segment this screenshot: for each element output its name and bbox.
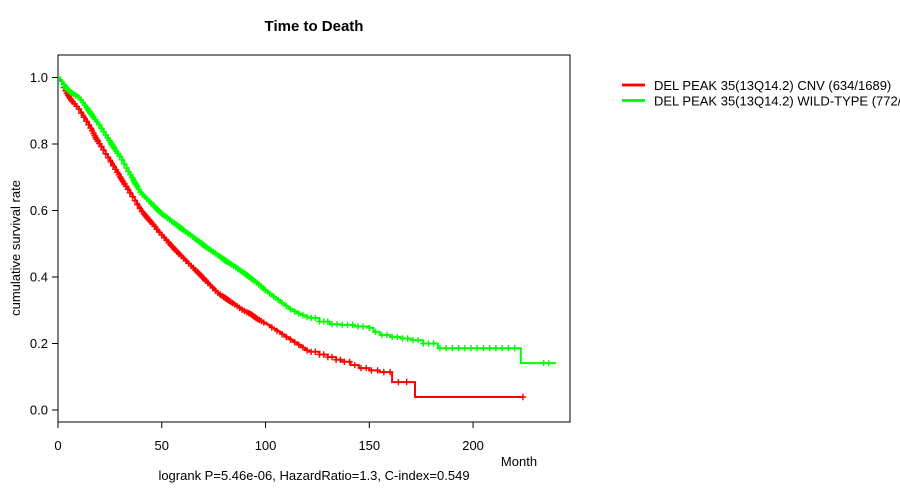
legend-label-cnv: DEL PEAK 35(13Q14.2) CNV (634/1689) [654,78,891,93]
survival-curves [58,76,557,401]
legend-line-cnv [622,83,645,87]
y-tick-label: 0.8 [30,137,48,152]
chart-title: Time to Death [265,18,364,35]
x-tick-label: 50 [155,438,169,453]
y-axis-label: cumulative survival rate [8,180,23,316]
y-tick-label: 0.6 [30,203,48,218]
wildtype-survival-curve [58,76,557,365]
y-tick-label: 1.0 [30,70,48,85]
axis-ticks: 0 50 100 150 200 1.0 0.8 0.6 0.4 0.2 0.0 [30,70,484,453]
plot-box [57,54,571,423]
y-tick-label: 0.0 [30,403,48,418]
y-tick-label: 0.4 [30,270,48,285]
y-tick-label: 0.2 [30,336,48,351]
x-tick-label: 100 [255,438,277,453]
legend-label-wildtype: DEL PEAK 35(13Q14.2) WILD-TYPE (772/26 [654,94,900,109]
x-tick-label: 150 [358,438,380,453]
stats-annotation: logrank P=5.46e-06, HazardRatio=1.3, C-i… [158,468,469,483]
legend: DEL PEAK 35(13Q14.2) CNV (634/1689)DEL P… [622,78,900,109]
x-tick-label: 200 [462,438,484,453]
legend-line-wildtype [622,99,645,102]
x-axis-label: Month [501,454,537,469]
cnv-censor-marks [60,84,527,401]
wildtype-censor-marks [60,81,552,367]
x-tick-label: 0 [54,438,61,453]
